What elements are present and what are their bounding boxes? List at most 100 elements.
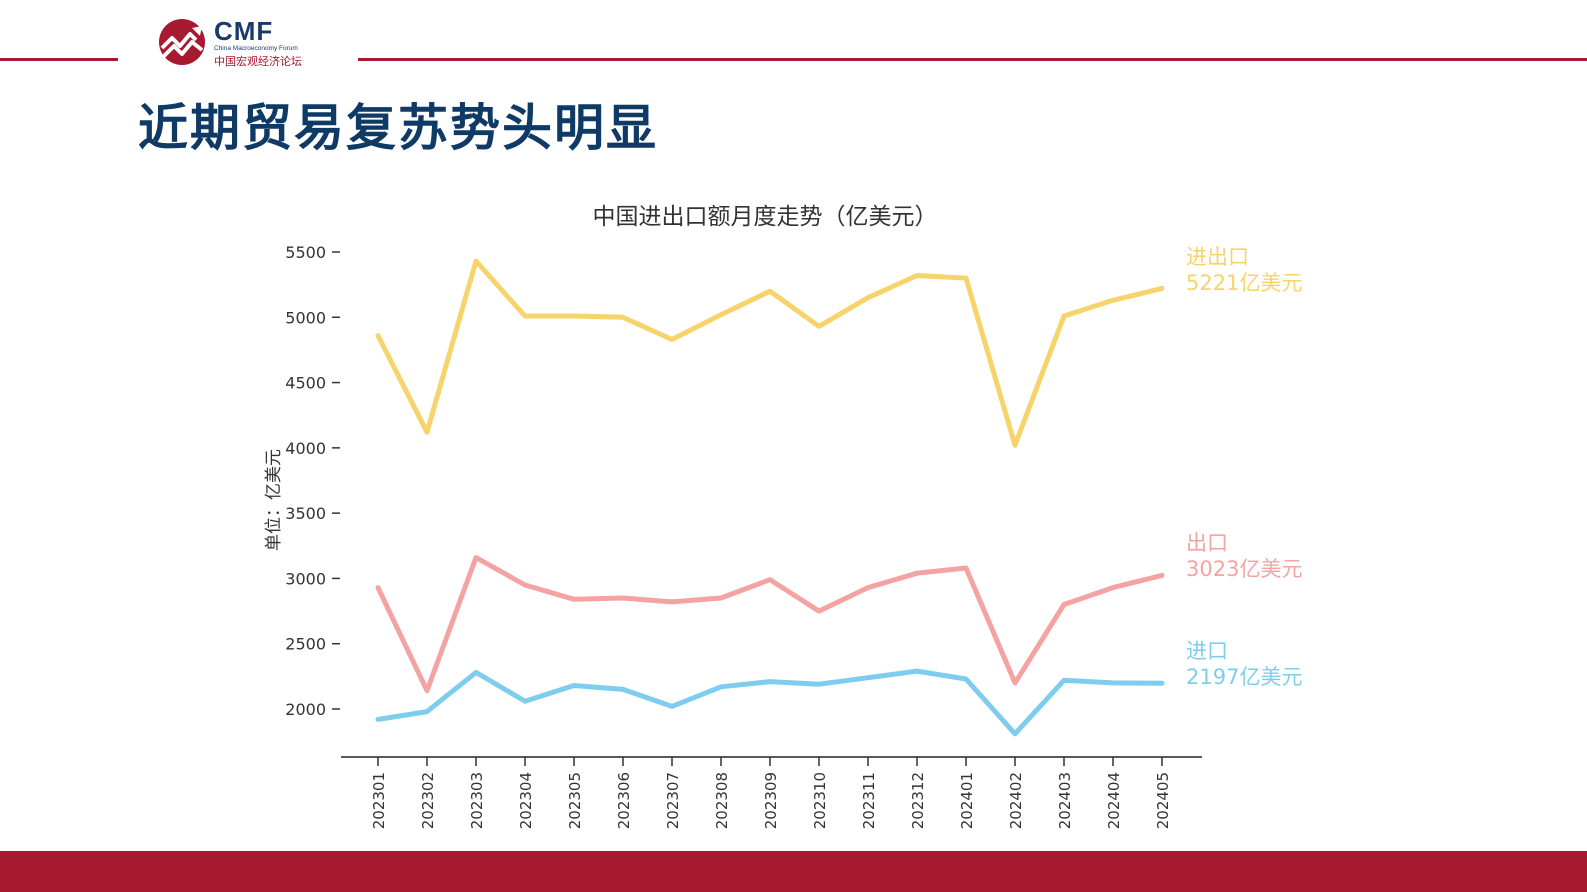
series-name-export: 出口 — [1186, 531, 1228, 555]
data-point-export — [719, 596, 723, 600]
data-point-total — [523, 314, 527, 318]
data-point-total — [964, 276, 968, 280]
chart-title: 中国进出口额月度走势（亿美元） — [593, 204, 938, 230]
data-point-total — [866, 296, 870, 299]
y-tick-label: 4000 — [285, 439, 326, 458]
data-point-export — [376, 586, 380, 589]
y-tick-label: 3000 — [285, 569, 326, 588]
data-point-total — [425, 431, 429, 434]
data-point-total — [1013, 444, 1017, 447]
series-end-label-import: 2197亿美元 — [1186, 665, 1302, 689]
y-tick-label: 3500 — [285, 504, 326, 523]
x-tick-label: 202311 — [860, 772, 878, 829]
bottom-bar — [0, 851, 1587, 892]
data-point-import — [866, 676, 870, 679]
series-end-label-total: 5221亿美元 — [1186, 271, 1302, 295]
data-point-import — [523, 700, 527, 703]
slide-title: 近期贸易复苏势头明显 — [138, 99, 658, 157]
x-tick-label: 202405 — [1154, 772, 1172, 829]
top-rule-left — [0, 58, 118, 61]
data-point-import — [915, 669, 919, 673]
data-point-total — [1160, 287, 1164, 290]
data-point-total — [1111, 299, 1115, 302]
y-tick-label: 4500 — [285, 374, 326, 393]
data-point-import — [964, 677, 968, 681]
data-point-total — [768, 290, 772, 293]
x-tick-label: 202306 — [615, 772, 633, 829]
data-point-total — [474, 259, 478, 263]
data-point-import — [1111, 681, 1115, 685]
data-point-export — [670, 600, 674, 604]
series-line-total — [375, 258, 1165, 448]
data-point-export — [915, 572, 919, 575]
data-point-import — [768, 680, 772, 683]
data-point-export — [1111, 586, 1115, 589]
x-tick-label: 202401 — [958, 772, 976, 829]
series-end-label-export: 3023亿美元 — [1186, 557, 1302, 581]
data-point-total — [670, 338, 674, 341]
series-name-import: 进口 — [1186, 639, 1228, 663]
x-tick-label: 202301 — [370, 772, 388, 829]
x-tick-label: 202305 — [566, 772, 584, 829]
y-axis-label: 单位：亿美元 — [264, 449, 284, 551]
x-tick-label: 202404 — [1105, 772, 1123, 829]
data-point-import — [719, 685, 723, 688]
data-point-export — [1013, 681, 1017, 685]
y-tick-label: 2500 — [285, 635, 326, 654]
data-point-export — [1160, 574, 1164, 577]
y-tick-label: 2000 — [285, 700, 326, 719]
logo-cmf-text: CMF — [214, 16, 274, 46]
data-point-export — [817, 609, 821, 613]
y-tick-label: 5000 — [285, 308, 326, 327]
logo-subtitle-en: China Macroeconomy Forum — [214, 45, 298, 52]
data-point-import — [1062, 679, 1066, 682]
data-point-export — [523, 583, 527, 587]
x-tick-label: 202304 — [517, 772, 535, 829]
x-tick-label: 202302 — [419, 772, 437, 829]
data-point-import — [425, 710, 429, 713]
y-axis-ticks: 2000 2500 3000 3500 4000 4500 5000 5500 — [285, 243, 340, 719]
data-point-import — [817, 683, 821, 686]
data-point-import — [474, 671, 478, 674]
data-point-total — [817, 325, 821, 328]
data-point-import — [1013, 732, 1017, 735]
x-tick-label: 202402 — [1007, 772, 1025, 829]
data-point-export — [474, 556, 478, 559]
x-tick-label: 202307 — [664, 772, 682, 829]
cmf-logo-icon — [159, 19, 205, 65]
data-point-total — [1062, 314, 1066, 318]
data-point-import — [621, 688, 625, 691]
x-tick-label: 202309 — [762, 772, 780, 829]
x-tick-label: 202403 — [1056, 772, 1074, 829]
data-point-export — [1062, 603, 1066, 606]
data-point-total — [572, 314, 576, 318]
data-point-total — [915, 274, 919, 277]
data-point-export — [768, 578, 772, 581]
data-point-import — [376, 718, 380, 721]
y-tick-label: 5500 — [285, 243, 326, 262]
series-name-total: 进出口 — [1186, 245, 1249, 269]
series-line-export — [375, 555, 1165, 694]
logo-subtitle-cn: 中国宏观经济论坛 — [214, 55, 302, 68]
x-tick-label: 202310 — [811, 772, 829, 829]
data-point-total — [719, 313, 723, 316]
series-layer — [375, 258, 1165, 737]
data-point-export — [425, 689, 429, 692]
data-point-export — [621, 596, 625, 600]
x-tick-label: 202312 — [909, 772, 927, 829]
cmf-logo: CMF China Macroeconomy Forum 中国宏观经济论坛 — [156, 16, 356, 70]
data-point-total — [376, 334, 380, 337]
data-point-import — [1160, 682, 1164, 685]
top-rule-right — [358, 58, 1587, 61]
data-point-export — [866, 586, 870, 589]
data-point-export — [964, 566, 968, 570]
data-point-total — [621, 316, 625, 319]
data-point-import — [670, 705, 674, 708]
x-tick-label: 202303 — [468, 772, 486, 829]
x-axis-ticks: 202301 202302 202303 202304 202305 202306 2023… — [370, 757, 1172, 829]
data-point-import — [572, 684, 576, 687]
x-tick-label: 202308 — [713, 772, 731, 829]
data-point-export — [572, 598, 576, 601]
